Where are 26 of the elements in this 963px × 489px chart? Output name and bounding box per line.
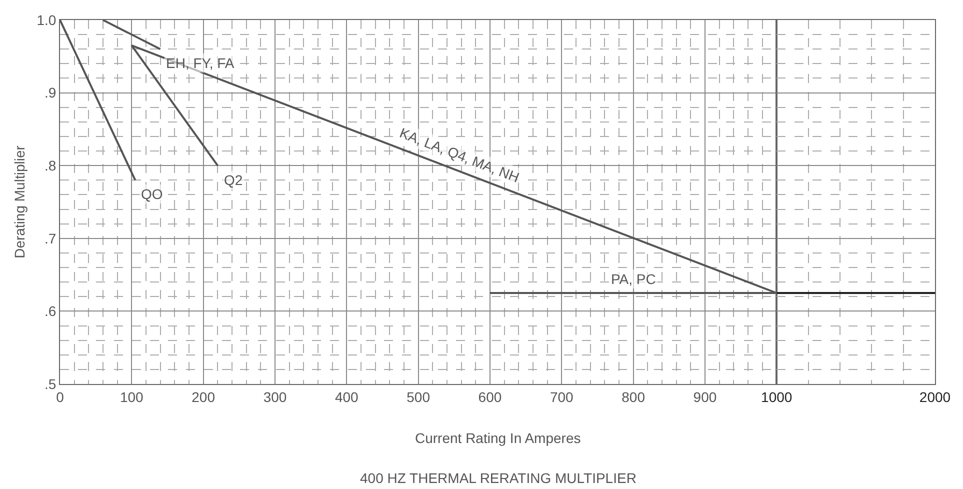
- x-tick-label: 800: [622, 388, 646, 405]
- y-tick-label: .5: [44, 376, 56, 392]
- y-tick-label: .9: [44, 84, 56, 101]
- x-tick-label: 600: [478, 388, 502, 405]
- x-tick-label: 2000: [919, 388, 951, 405]
- x-tick-label: 300: [263, 388, 287, 405]
- y-axis-title: Derating Multiplier: [11, 145, 28, 258]
- series-label: PA, PC: [611, 271, 656, 287]
- text: KA, LA, Q4, MA, NH: [398, 124, 522, 186]
- x-tick-label: 100: [120, 388, 144, 405]
- y-tick-label: .8: [44, 158, 56, 174]
- x-tick-label: 900: [693, 388, 717, 405]
- x-tick-label: 200: [192, 388, 216, 405]
- x-tick-label: 0: [56, 388, 64, 405]
- y-tick-label: .6: [44, 303, 56, 320]
- series-label: EH, FY, FA: [166, 55, 235, 71]
- y-tick-label: .7: [44, 230, 56, 246]
- series-label: Q2: [224, 172, 243, 188]
- x-tick-label: 400: [334, 388, 359, 405]
- series-label: QO: [141, 186, 163, 202]
- text: 400 HZ THERMAL RERATING MULTIPLIER: [360, 470, 636, 486]
- x-tick-label: 500: [406, 388, 430, 405]
- y-tick-label: 1.0: [36, 12, 56, 28]
- x-axis-title: Current Rating In Amperes: [415, 430, 581, 446]
- x-tick-label: 700: [550, 388, 574, 405]
- x-tick-label: 1000: [761, 388, 792, 405]
